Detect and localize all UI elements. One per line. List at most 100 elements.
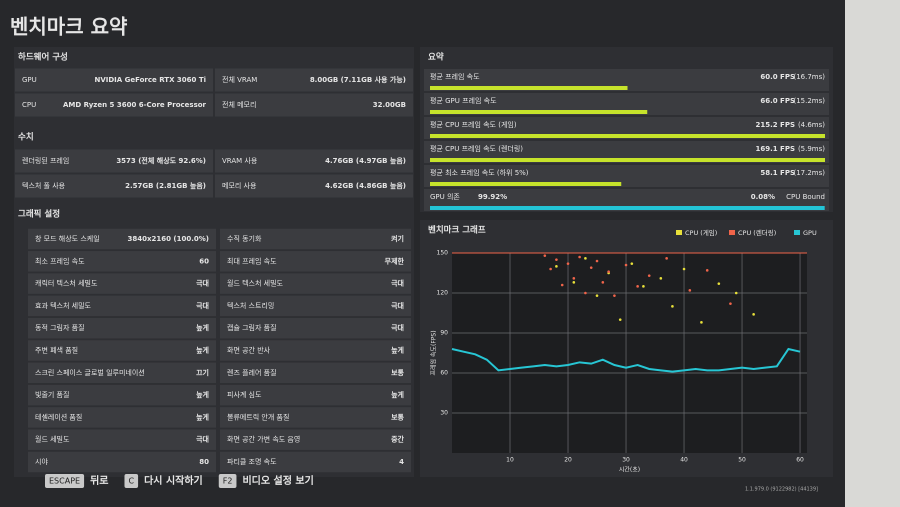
row-label: 빛줄기 품질 bbox=[35, 390, 69, 399]
row-label: 주변 폐색 품질 bbox=[35, 346, 78, 355]
plot-area bbox=[452, 253, 807, 453]
scatter-point bbox=[624, 263, 628, 267]
row-value: 중간 bbox=[391, 435, 404, 444]
row-cell bbox=[215, 149, 413, 173]
row-label: 메모리 사용 bbox=[222, 181, 257, 190]
scatter-point bbox=[601, 281, 605, 284]
row-cell bbox=[15, 174, 213, 198]
scatter-point bbox=[700, 321, 703, 324]
key-label: ESCAPE bbox=[49, 477, 80, 486]
summary-ms: (15.2ms) bbox=[793, 97, 825, 105]
key-action[interactable]: 비디오 설정 보기 bbox=[242, 474, 313, 487]
summary-value: 66.0 FPS bbox=[760, 97, 795, 105]
row-label: VRAM 사용 bbox=[222, 156, 258, 165]
row-value: 극대 bbox=[391, 279, 404, 288]
row-value: 높게 bbox=[391, 390, 404, 399]
row-label: 효과 텍스처 세밀도 bbox=[35, 301, 92, 310]
row-cell bbox=[220, 407, 411, 428]
summary-value: 60.0 FPS bbox=[760, 73, 795, 81]
legend-swatch bbox=[794, 230, 800, 235]
y-tick-label: 120 bbox=[437, 290, 449, 297]
row-cell bbox=[28, 273, 216, 294]
row-value: 3573 (전체 해상도 92.6%) bbox=[116, 156, 206, 165]
row-cell bbox=[215, 93, 413, 117]
row-cell bbox=[220, 429, 411, 450]
scatter-point bbox=[578, 255, 581, 259]
summary-label: 평균 프레임 속도 bbox=[430, 72, 480, 81]
x-tick-label: 40 bbox=[680, 457, 688, 464]
row-label: GPU bbox=[22, 76, 37, 84]
summary-bar bbox=[430, 182, 622, 186]
row-value: 높게 bbox=[196, 390, 209, 399]
row-label: 시야 bbox=[35, 457, 48, 466]
key-label: F2 bbox=[223, 477, 233, 486]
row-value: 4 bbox=[399, 458, 404, 466]
row-value: 32.00GB bbox=[373, 101, 406, 109]
row-cell bbox=[28, 407, 216, 428]
summary-ms: (5.9ms) bbox=[798, 145, 825, 153]
row-label: 렌더링된 프레임 bbox=[22, 156, 69, 165]
scatter-point bbox=[734, 291, 738, 295]
summary-bar bbox=[430, 86, 628, 90]
row-label: 스크린 스페이스 글로벌 일루미네이션 bbox=[35, 368, 145, 377]
version: 1.1.979.0 (9122982) [44139] bbox=[745, 487, 818, 493]
summary-value: 215.2 FPS bbox=[755, 121, 795, 129]
row-label: 볼류메트릭 안개 품질 bbox=[227, 412, 289, 421]
row-label: 캡슐 그림자 품질 bbox=[227, 323, 277, 332]
row-label: 캐릭터 텍스처 세밀도 bbox=[35, 279, 98, 288]
scatter-point bbox=[636, 285, 639, 288]
row-label: 전체 메모리 bbox=[222, 100, 256, 109]
row-cell bbox=[220, 451, 411, 473]
bezel bbox=[845, 0, 900, 507]
row-cell bbox=[28, 384, 216, 406]
summary-ms: (16.7ms) bbox=[793, 73, 825, 81]
scatter-point bbox=[607, 270, 610, 273]
scatter-point bbox=[752, 313, 755, 316]
scatter-point bbox=[630, 262, 634, 265]
scatter-point bbox=[665, 257, 668, 260]
scatter-point bbox=[618, 318, 622, 321]
section-heading: 하드웨어 구성 bbox=[18, 52, 68, 63]
row-cell bbox=[28, 295, 216, 317]
row-cell bbox=[220, 340, 411, 361]
row-label: 수직 동기화 bbox=[227, 234, 262, 243]
scatter-point bbox=[659, 277, 663, 280]
row-value: 극대 bbox=[196, 301, 209, 310]
row-cell bbox=[28, 451, 216, 473]
row-value: 보통 bbox=[391, 412, 404, 421]
page-title: 벤치마크 요약 bbox=[10, 15, 128, 39]
row-value: 극대 bbox=[196, 279, 209, 288]
row-label: 파티클 조명 속도 bbox=[227, 457, 277, 466]
row-label: 화면 공간 가변 속도 음영 bbox=[227, 435, 300, 444]
y-tick-label: 60 bbox=[440, 370, 448, 377]
row-label: 테셀레이션 품질 bbox=[35, 412, 82, 421]
y-tick-label: 150 bbox=[437, 250, 449, 257]
scatter-point bbox=[613, 294, 616, 297]
row-label: CPU bbox=[22, 101, 36, 109]
row-label: 최대 프레임 속도 bbox=[227, 256, 277, 265]
row-cell bbox=[424, 93, 829, 115]
legend-label: CPU (렌더링) bbox=[738, 228, 776, 237]
row-label: 피사계 심도 bbox=[227, 390, 262, 399]
row-label: 최소 프레임 속도 bbox=[35, 256, 85, 265]
summary-label: 평균 CPU 프레임 속도 (렌더링) bbox=[430, 144, 523, 153]
row-value: 무제한 bbox=[385, 256, 405, 265]
key-box bbox=[45, 474, 85, 488]
row-label: 텍스처 스트리밍 bbox=[227, 301, 274, 310]
row-cell bbox=[220, 273, 411, 294]
row-cell bbox=[15, 93, 213, 117]
scatter-point bbox=[729, 302, 732, 305]
scatter-point bbox=[549, 267, 552, 271]
key-action[interactable]: 뒤로 bbox=[90, 475, 108, 487]
row-cell bbox=[15, 68, 213, 92]
row-value: 3840x2160 (100.0%) bbox=[128, 235, 209, 243]
x-tick-label: 50 bbox=[738, 457, 746, 464]
row-cell bbox=[28, 362, 216, 384]
bound-other: 0.08% bbox=[751, 193, 775, 201]
summary-value: 58.1 FPS bbox=[760, 169, 795, 177]
key-action[interactable]: 다시 시작하기 bbox=[144, 474, 203, 487]
row-value: 높게 bbox=[196, 346, 209, 355]
row-label: 렌즈 플레어 품질 bbox=[227, 368, 277, 377]
row-label: 텍스처 풀 사용 bbox=[22, 181, 66, 190]
